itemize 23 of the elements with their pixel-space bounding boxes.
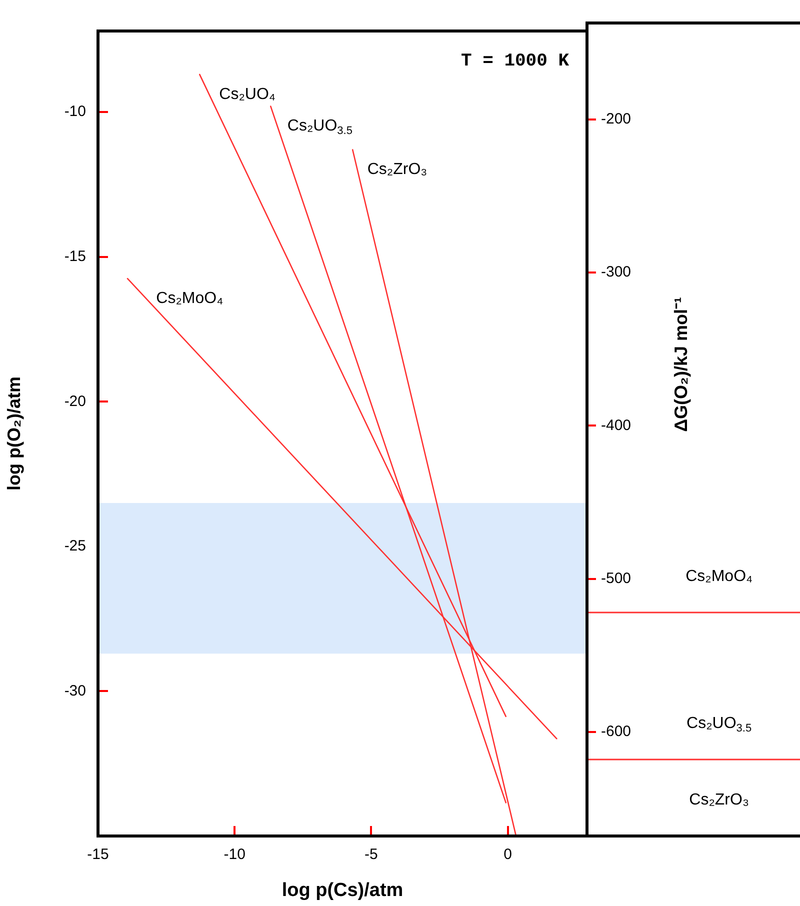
series-label: Cs₂MoO₄ [156,290,224,307]
y-tick-label: -20 [64,392,86,410]
y-tick-label: -30 [64,682,86,700]
x-tick-label: 0 [504,846,512,864]
y-tick-label: -15 [64,248,86,266]
y-tick-label: -200 [601,110,632,128]
x-tick-label: -10 [224,846,246,864]
y-tick-label: -600 [601,723,632,740]
annotation: Cs₂MoO₄ [686,568,753,585]
y-axis-title: log p(O₂)/atm [4,376,24,490]
y-tick-label: -25 [64,538,86,555]
y-axis-title: ΔG(O₂)/kJ mol⁻¹ [670,296,691,432]
x-tick-label: -5 [364,846,378,864]
annotation: T = 1000 K [460,52,570,72]
y-tick-label: -10 [64,103,86,120]
annotation: Cs₂ZrO₃ [689,791,749,808]
y-tick-label: -300 [601,264,632,281]
y-tick-label: -500 [601,570,632,587]
x-axis-title: log p(Cs)/atm [282,880,404,901]
series-label: Cs₂UO₄ [219,86,276,103]
y-tick-label: -400 [601,416,632,434]
x-tick-label: -15 [87,846,109,864]
series-label: Cs₂ZrO₃ [367,161,428,178]
